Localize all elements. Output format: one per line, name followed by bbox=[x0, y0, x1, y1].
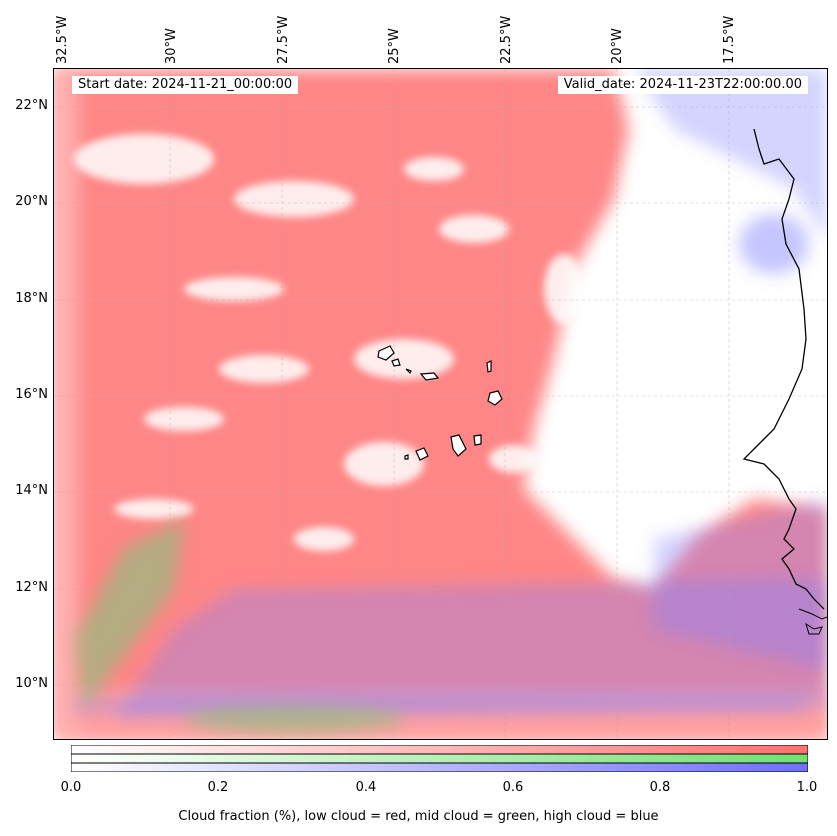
colorbar-tick: 0.2 bbox=[207, 780, 229, 795]
lon-label: 30°W bbox=[164, 28, 179, 64]
lat-label: 10°N bbox=[15, 676, 48, 691]
lon-label: 27.5°W bbox=[276, 15, 291, 64]
colorbar-low bbox=[71, 745, 808, 755]
colorbar-title: Cloud fraction (%), low cloud = red, mid… bbox=[178, 809, 659, 824]
lon-label: 32.5°W bbox=[55, 15, 70, 64]
lon-label: 22.5°W bbox=[499, 15, 514, 64]
lat-label: 12°N bbox=[15, 580, 48, 595]
colorbar-tick: 0.6 bbox=[502, 780, 524, 795]
lat-label: 18°N bbox=[15, 291, 48, 306]
colorbar-tick: 0.8 bbox=[649, 780, 671, 795]
lat-label: 22°N bbox=[15, 98, 48, 113]
colorbar bbox=[71, 745, 808, 772]
lon-label: 25°W bbox=[387, 28, 402, 64]
colorbar-tick: 0.0 bbox=[60, 780, 82, 795]
cape-verde-islands bbox=[377, 345, 503, 461]
coastline bbox=[742, 128, 825, 610]
colorbar-tick: 1.0 bbox=[796, 780, 818, 795]
lat-label: 16°N bbox=[15, 387, 48, 402]
map-area[interactable] bbox=[53, 68, 828, 740]
lon-label: 20°W bbox=[610, 28, 625, 64]
colorbar-high bbox=[71, 762, 808, 772]
cloud-field bbox=[54, 69, 827, 739]
colorbar-tick: 0.4 bbox=[355, 780, 377, 795]
valid-date-label: Valid_date: 2024-11-23T22:00:00.00 bbox=[557, 76, 808, 94]
start-date-label: Start date: 2024-11-21_00:00:00 bbox=[72, 76, 299, 94]
lon-label: 17.5°W bbox=[722, 15, 737, 64]
lat-label: 14°N bbox=[15, 483, 48, 498]
colorbar-mid bbox=[71, 753, 808, 764]
lat-label: 20°N bbox=[15, 194, 48, 209]
